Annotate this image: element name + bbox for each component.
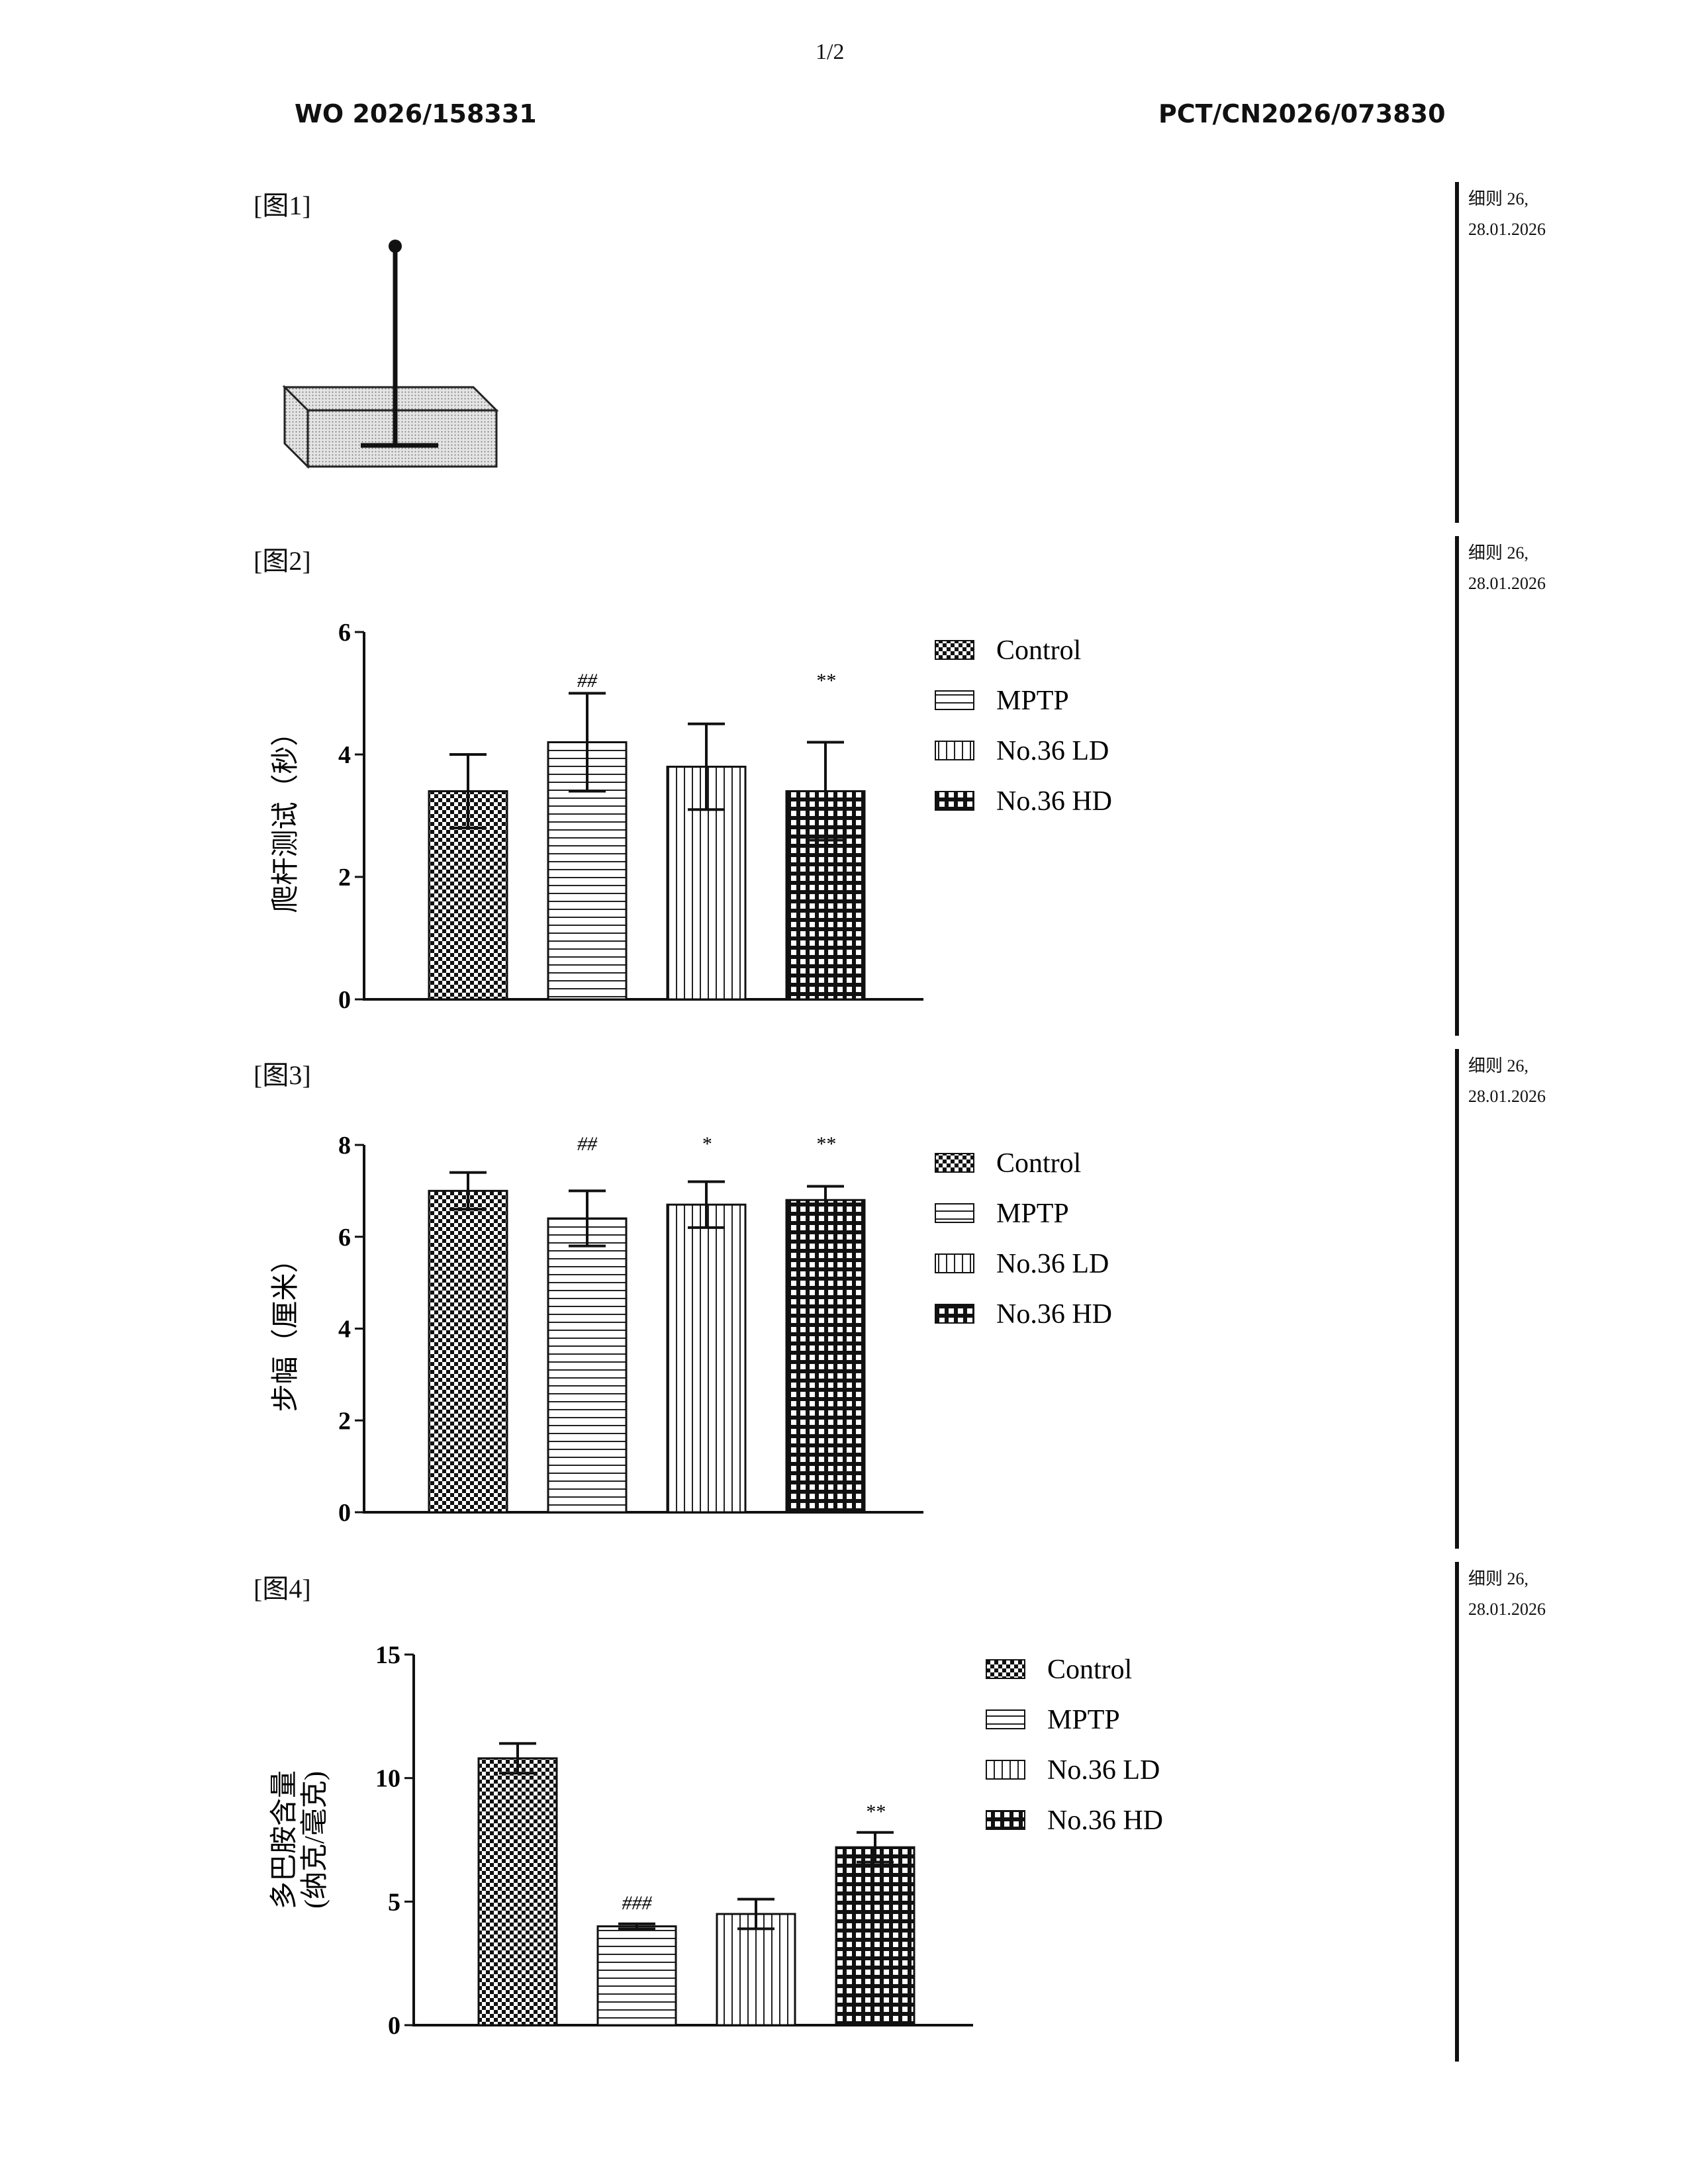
- legend-swatch: [986, 1710, 1025, 1729]
- legend-label: MPTP: [996, 1199, 1069, 1229]
- figure-4-label: [图4]: [254, 1567, 311, 1606]
- y-axis-label: 步幅（厘米）: [271, 1245, 301, 1412]
- legend-swatch: [935, 741, 974, 760]
- side-note-line2: 28.01.2026: [1468, 1594, 1546, 1625]
- bar-no-36-hd: [836, 1847, 914, 2025]
- side-note-line2: 28.01.2026: [1468, 1081, 1546, 1112]
- bar-mptp: [548, 1218, 626, 1512]
- bar-no-36-ld: [717, 1914, 795, 2025]
- significance-annotation: *: [702, 1133, 712, 1155]
- legend-swatch: [935, 792, 974, 810]
- y-axis-label: 爬杆测试（秒）: [271, 718, 301, 913]
- legend-label: No.36 LD: [996, 1249, 1109, 1279]
- chart-pole-test: 0 2 4 6 爬杆测试（秒） ## ** Control MPTP No.36 LD No.36 …: [252, 596, 1178, 1026]
- margin-rule-3: [1455, 1049, 1459, 1549]
- side-note-4: 细则 26, 28.01.2026: [1468, 1564, 1546, 1625]
- y-tick-label: 2: [338, 1407, 351, 1435]
- y-tick-label: 0: [338, 1499, 351, 1527]
- y-tick-label: 4: [338, 741, 351, 769]
- margin-rule-2: [1455, 536, 1459, 1036]
- legend-label: No.36 HD: [996, 1299, 1112, 1330]
- bar-no-36-hd: [786, 1200, 865, 1512]
- significance-annotation: ##: [577, 1133, 598, 1155]
- y-axis-unit-label: (纳克/毫克): [299, 1771, 330, 1909]
- legend-swatch: [935, 1204, 974, 1222]
- legend-label: Control: [1047, 1655, 1132, 1685]
- legend-label: No.36 LD: [996, 736, 1109, 766]
- publication-number: WO 2026/158331: [295, 99, 537, 128]
- y-tick-label: 5: [388, 1888, 400, 1916]
- bar-mptp: [598, 1927, 676, 2025]
- figure-3-label: [图3]: [254, 1054, 311, 1092]
- y-tick-label: 6: [338, 619, 351, 647]
- chart-stride-length: 02468步幅（厘米）##***ControlMPTPNo.36 LDNo.36…: [252, 1112, 1178, 1542]
- margin-rule-1: [1455, 182, 1459, 523]
- side-note-3: 细则 26, 28.01.2026: [1468, 1051, 1546, 1112]
- legend-label: MPTP: [996, 686, 1069, 716]
- significance-annotation: **: [816, 670, 835, 692]
- y-tick-label: 0: [338, 986, 351, 1014]
- pole-test-apparatus-drawing: [265, 232, 516, 477]
- significance-annotation: **: [816, 1133, 835, 1155]
- side-note-line1: 细则 26,: [1468, 1051, 1546, 1081]
- bar-no-36-ld: [667, 1205, 745, 1512]
- page-number: 1/2: [816, 40, 844, 65]
- application-number: PCT/CN2026/073830: [1158, 99, 1446, 128]
- side-note-line1: 细则 26,: [1468, 538, 1546, 569]
- side-note-line2: 28.01.2026: [1468, 569, 1546, 599]
- legend-label: Control: [996, 1148, 1081, 1179]
- legend-swatch: [986, 1660, 1025, 1678]
- legend-swatch: [986, 1760, 1025, 1779]
- legend-swatch: [935, 691, 974, 709]
- legend-swatch: [935, 1304, 974, 1323]
- legend-swatch: [935, 1254, 974, 1273]
- figure-2-label: [图2]: [254, 539, 311, 578]
- y-tick-label: 2: [338, 864, 351, 891]
- y-tick-label: 0: [388, 2012, 400, 2040]
- legend-label: No.36 HD: [996, 786, 1112, 817]
- bar-control: [429, 1191, 507, 1512]
- side-note-line2: 28.01.2026: [1468, 214, 1546, 245]
- significance-annotation: ###: [622, 1892, 653, 1914]
- significance-annotation: ##: [577, 670, 598, 692]
- legend-label: Control: [996, 635, 1081, 666]
- y-axis-label: 多巴胺含量: [269, 1770, 300, 1909]
- chart-dopamine-content: 0 5 10 15 多巴胺含量(纳克/毫克) ### ** Control MPTP No.36 …: [252, 1625, 1211, 2068]
- y-tick-label: 15: [375, 1641, 400, 1669]
- significance-annotation: **: [865, 1801, 885, 1823]
- figure-1-label: [图1]: [254, 184, 311, 222]
- side-note-2: 细则 26, 28.01.2026: [1468, 538, 1546, 599]
- y-tick-label: 6: [338, 1224, 351, 1251]
- side-note-1: 细则 26, 28.01.2026: [1468, 184, 1546, 245]
- legend-label: MPTP: [1047, 1705, 1120, 1735]
- side-note-line1: 细则 26,: [1468, 1564, 1546, 1594]
- legend-label: No.36 HD: [1047, 1805, 1163, 1836]
- side-note-line1: 细则 26,: [1468, 184, 1546, 214]
- legend-label: No.36 LD: [1047, 1755, 1160, 1786]
- legend-swatch: [935, 1154, 974, 1172]
- bar-control: [479, 1758, 557, 2025]
- margin-rule-4: [1455, 1562, 1459, 2062]
- legend-swatch: [935, 641, 974, 659]
- legend-swatch: [986, 1811, 1025, 1829]
- y-tick-label: 8: [338, 1132, 351, 1160]
- y-tick-label: 10: [375, 1765, 400, 1793]
- y-tick-label: 4: [338, 1316, 351, 1343]
